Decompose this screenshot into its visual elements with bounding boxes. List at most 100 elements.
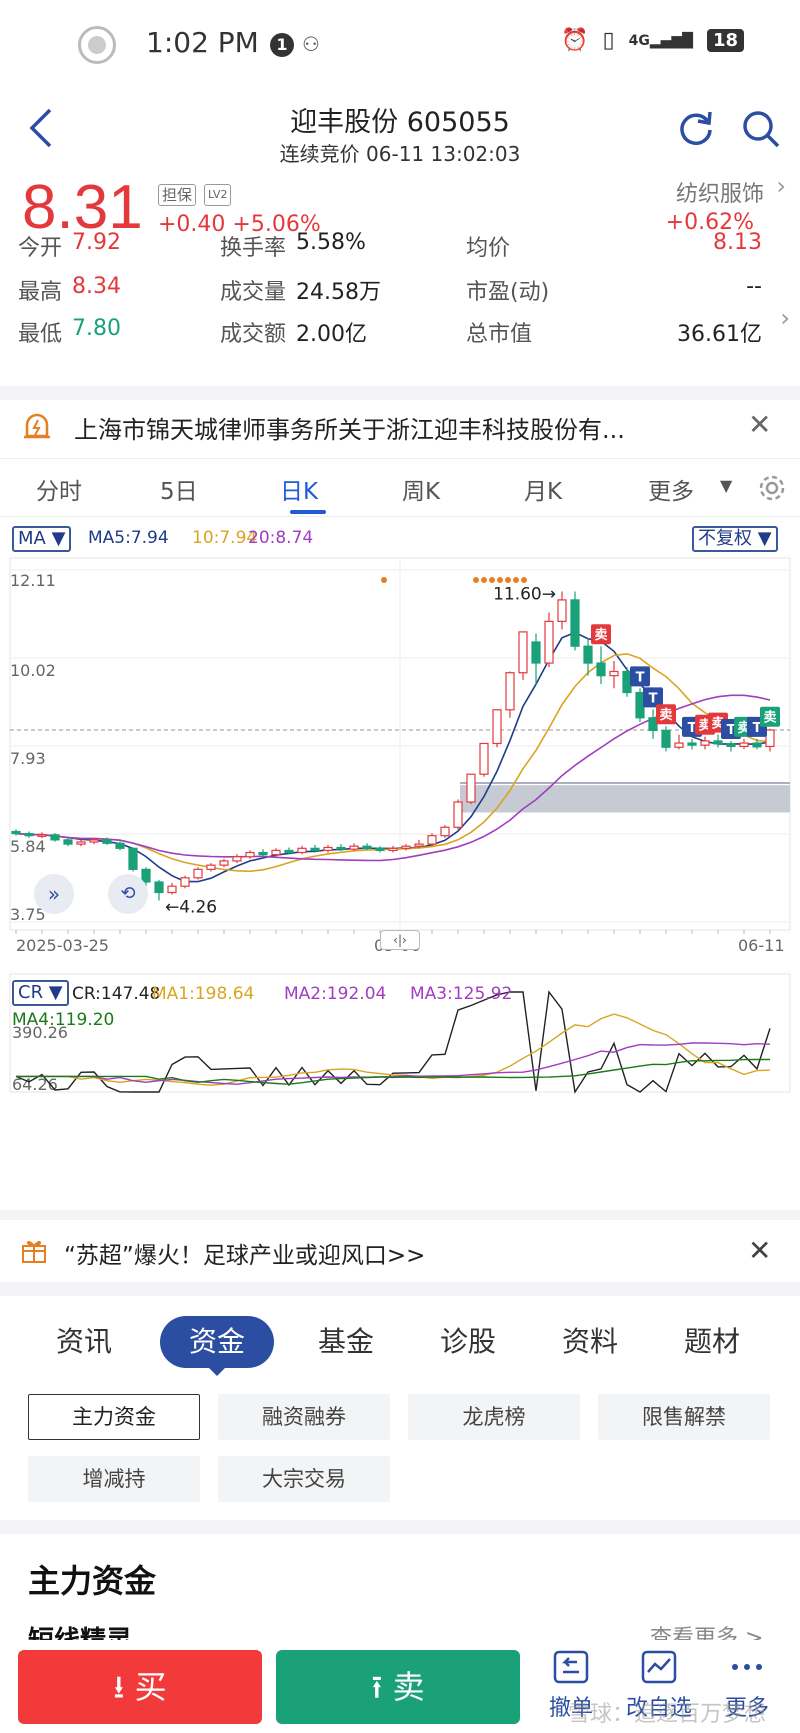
announcement-banner[interactable]: 上海市锦天城律师事务所关于浙江迎丰科技股份有... ✕ — [0, 398, 800, 454]
search-icon[interactable] — [738, 106, 782, 150]
sub-legend-item: MA3:125.92 — [410, 984, 513, 1004]
assistive-touch-icon[interactable] — [78, 26, 116, 64]
section-title: 主力资金 — [28, 1562, 157, 1600]
divider — [0, 516, 800, 517]
promo-text[interactable]: “苏超”爆火！足球产业或迎风口>> — [64, 1243, 426, 1269]
cancel-order-button[interactable]: 撤单 — [536, 1648, 606, 1722]
gear-icon[interactable] — [756, 472, 788, 504]
indicator-select[interactable]: MA ▼ — [12, 526, 72, 552]
signal-marker — [591, 624, 611, 645]
candle-body — [609, 670, 619, 677]
level2-badge[interactable]: LV2 — [204, 184, 232, 206]
ma20-line — [15, 694, 771, 862]
rotate-screen-icon[interactable]: ⟲ — [108, 874, 148, 914]
tab-period[interactable]: 月K — [524, 479, 563, 505]
buy-button[interactable]: ⭳ 买 — [18, 1650, 262, 1724]
stat-value: -- — [746, 274, 762, 299]
tab-period[interactable]: 周K — [402, 479, 441, 505]
candle-body — [271, 849, 281, 856]
candle-body — [141, 868, 151, 883]
chip-item[interactable]: 融资融券 — [218, 1394, 390, 1440]
event-dot — [473, 577, 479, 583]
candle-body — [349, 845, 359, 850]
sector-name[interactable]: 纺织服饰 — [675, 182, 764, 207]
tab-info[interactable]: 诊股 — [440, 1325, 497, 1358]
chart-scroll-handle[interactable]: ‹|› — [380, 930, 420, 950]
status-time: 1:02 PM — [146, 26, 259, 59]
tab-info[interactable]: 基金 — [318, 1325, 375, 1358]
chip-item[interactable]: 大宗交易 — [218, 1456, 390, 1502]
candle-body — [479, 742, 489, 775]
expand-icon[interactable]: » — [34, 874, 74, 914]
candle-body — [245, 851, 255, 858]
stat-value: 5.58% — [296, 230, 366, 255]
stat-label: 总市值 — [466, 322, 533, 347]
ma10-legend: 10:7.94 — [192, 528, 258, 548]
candle-body — [674, 742, 684, 748]
edit-watchlist-button[interactable]: 改自选 — [624, 1648, 694, 1722]
event-dot — [481, 577, 487, 583]
chip-item[interactable]: 限售解禁 — [598, 1394, 770, 1440]
tab-period[interactable]: 分时 — [36, 479, 82, 505]
candle-body — [232, 856, 242, 862]
chevron-right-icon[interactable]: › — [776, 172, 786, 200]
stat-value: 8.13 — [713, 230, 762, 255]
candle-body — [557, 599, 567, 622]
chip-item[interactable]: 龙虎榜 — [408, 1394, 580, 1440]
stat-label: 最高 — [18, 280, 63, 305]
adjust-select[interactable]: 不复权 ▼ — [692, 526, 778, 552]
candle-body — [284, 849, 294, 854]
sub-indicator-select[interactable]: CR ▼ — [12, 980, 69, 1006]
tab-active[interactable]: 资金 — [160, 1316, 274, 1368]
candle-body — [505, 672, 515, 711]
edit-watchlist-label: 改自选 — [625, 1696, 692, 1721]
notification-count-icon: 1 — [270, 33, 294, 57]
tab-period[interactable]: 5日 — [160, 479, 198, 505]
more-button[interactable]: 更多 — [712, 1648, 782, 1722]
chevron-down-icon[interactable]: ▼ — [720, 476, 733, 495]
kline-chart-area[interactable]: MA ▼ MA5:7.94 10:7.94 20:8.74 不复权 ▼ 12.1… — [0, 518, 800, 1218]
y-tick-label: 3.75 — [10, 905, 46, 924]
tab-period[interactable]: 日K — [280, 479, 319, 505]
adjust-label: 不复权 — [698, 528, 752, 549]
ma20-legend: 20:8.74 — [248, 528, 314, 548]
back-icon[interactable] — [22, 104, 62, 152]
stat-label: 均价 — [466, 236, 511, 261]
stat-value: 2.00亿 — [296, 322, 367, 347]
candle-body — [24, 832, 34, 837]
sell-button[interactable]: ⭱ 卖 — [276, 1650, 520, 1724]
kline-chart[interactable]: 12.1110.027.935.843.75卖TT卖T 卖卖 T 卖 T卖11.60→←… — [0, 518, 800, 1218]
period-tabs: 分时 5日 日K 周K 月K 更多 ▼ — [0, 460, 800, 514]
tab-info[interactable]: 资料 — [562, 1325, 619, 1358]
candle-body — [765, 729, 775, 748]
tab-info[interactable]: 题材 — [684, 1325, 741, 1358]
candle-body — [323, 846, 333, 852]
ma5-legend: MA5:7.94 — [88, 528, 169, 548]
volume-band — [460, 785, 790, 813]
stat-value: 7.92 — [72, 230, 121, 255]
promo-banner[interactable]: “苏超”爆火！足球产业或迎风口>> ✕ — [0, 1224, 800, 1280]
candle-body — [102, 839, 112, 844]
divider — [0, 386, 800, 400]
indicator-name: MA — [18, 528, 46, 549]
see-more-link[interactable]: 查看更多 > — [650, 1626, 764, 1642]
tab-period[interactable]: 更多 — [648, 479, 694, 505]
stat-value: 8.34 — [72, 274, 121, 299]
tab-info[interactable]: 资讯 — [56, 1325, 113, 1358]
refresh-icon[interactable] — [674, 106, 718, 150]
candle-body — [583, 645, 593, 664]
close-icon[interactable]: ✕ — [748, 408, 772, 441]
chip-item[interactable]: 增减持 — [28, 1456, 200, 1502]
candle-body — [531, 641, 541, 664]
candle-body — [440, 826, 450, 837]
cr-line — [15, 990, 771, 1094]
chevron-right-icon[interactable]: › — [780, 304, 790, 332]
candle-body — [687, 742, 697, 746]
trade-status: 连续竞价 06-11 13:02:03 — [279, 142, 521, 166]
chip-item[interactable]: 主力资金 — [28, 1394, 200, 1440]
announcement-text[interactable]: 上海市锦天城律师事务所关于浙江迎丰科技股份有... — [74, 416, 625, 444]
close-icon[interactable]: ✕ — [748, 1234, 772, 1267]
signal-marker — [760, 706, 780, 727]
stat-label: 市盈(动) — [466, 280, 550, 305]
stat-label: 换手率 — [220, 236, 287, 261]
